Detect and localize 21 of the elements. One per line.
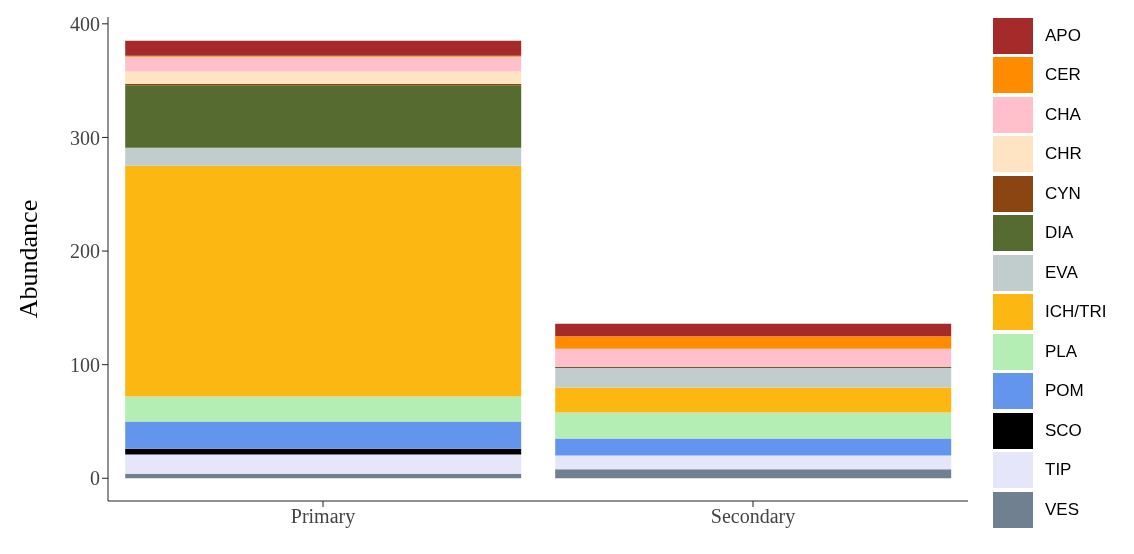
y-tick-label: 400 xyxy=(70,12,100,35)
legend-label: APO xyxy=(1045,25,1081,46)
legend-label: CER xyxy=(1045,65,1081,86)
y-tick-label: 0 xyxy=(90,467,100,490)
legend-label: PLA xyxy=(1045,341,1078,362)
legend-label: EVA xyxy=(1045,262,1078,283)
legend-label: DIA xyxy=(1045,223,1074,244)
legend-label: VES xyxy=(1045,499,1080,520)
y-tick-label: 300 xyxy=(70,126,100,149)
y-tick-label: 100 xyxy=(70,353,100,376)
x-tick-label: Secondary xyxy=(710,505,796,529)
y-axis-title: Abundance xyxy=(14,199,44,319)
legend-label: ICH/TRI xyxy=(1045,302,1107,323)
legend-label: POM xyxy=(1045,381,1084,402)
x-tick-label: Primary xyxy=(290,505,356,529)
legend-label: CHR xyxy=(1045,144,1082,165)
legend-label: TIP xyxy=(1045,460,1072,481)
legend-label: CYN xyxy=(1045,183,1081,204)
y-tick-label: 200 xyxy=(70,240,100,263)
legend-label: SCO xyxy=(1045,420,1082,441)
legend-label: CHA xyxy=(1045,104,1081,125)
